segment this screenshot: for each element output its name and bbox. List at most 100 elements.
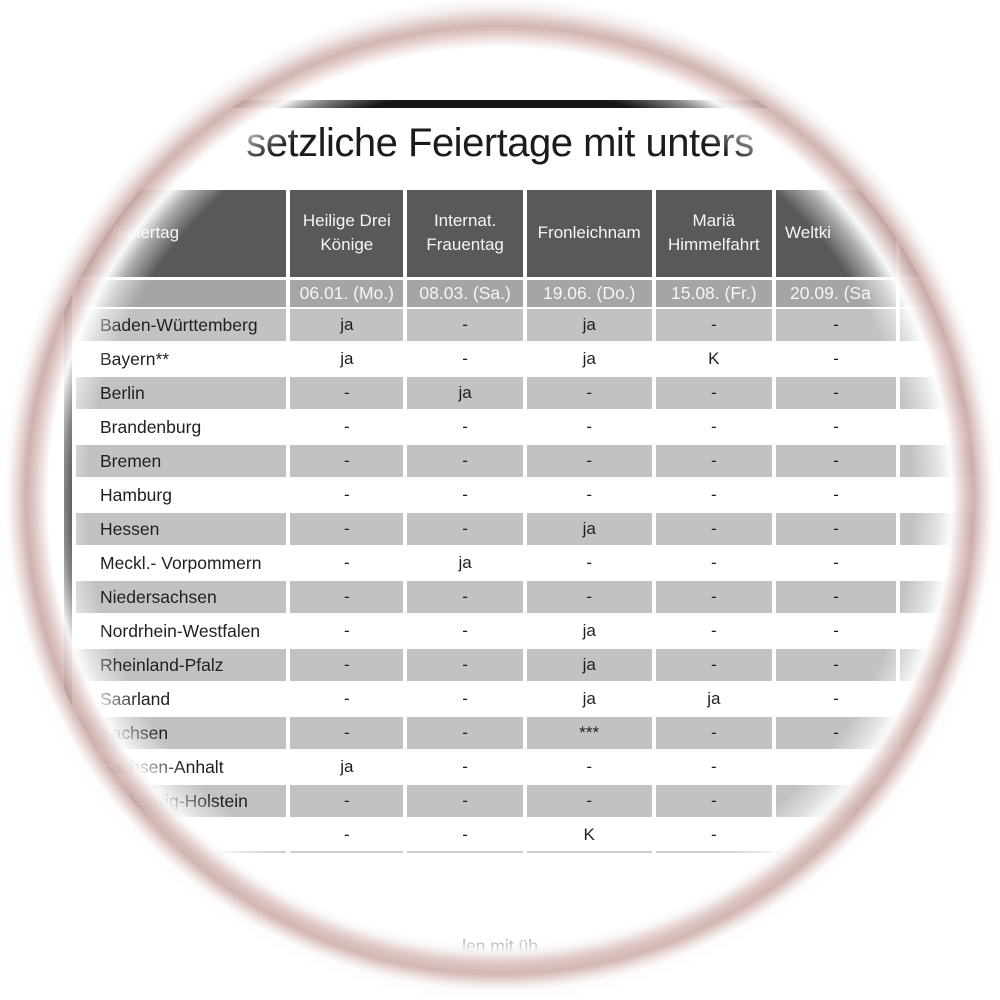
state-cell: Bayern** (76, 341, 289, 376)
value-cell: - (286, 443, 406, 478)
value-cell: - (651, 613, 775, 648)
value-cell: - (403, 409, 525, 444)
value-cell: - (772, 647, 899, 682)
value-cell: - (403, 511, 525, 546)
value-cell: - (403, 477, 525, 512)
value-cell: - (403, 613, 525, 648)
value-cell (896, 681, 975, 716)
value-cell: - (286, 375, 406, 410)
document-top-border (64, 100, 975, 108)
value-cell: - (522, 545, 654, 580)
value-cell: - (403, 307, 525, 342)
value-cell: - (772, 715, 899, 750)
date-row: 06.01. (Mo.) 08.03. (Sa.) 19.06. (Do.) 15.0… (76, 276, 975, 308)
column-header-cell: Fronleichnam (522, 190, 654, 278)
column-header-cell: Internat. Frauentag (403, 190, 525, 278)
value-cell (896, 511, 975, 546)
state-cell: Sachsen (76, 715, 289, 750)
value-cell: - (772, 511, 899, 546)
state-cell: Meckl.- Vorpommern (76, 545, 289, 580)
value-cell (896, 715, 975, 750)
value-cell: - (651, 579, 775, 614)
value-cell (896, 307, 975, 342)
value-cell: - (772, 545, 899, 580)
value-cell: - (403, 783, 525, 818)
value-cell: - (651, 443, 775, 478)
value-cell: - (772, 579, 899, 614)
table-row: --K- (76, 817, 975, 853)
value-cell: - (651, 647, 775, 682)
date-cell: 06.01. (Mo.) (286, 276, 406, 308)
date-corner-cell (76, 276, 289, 308)
date-cell: 15.08. (Fr.) (651, 276, 775, 308)
value-cell: - (286, 477, 406, 512)
value-cell: - (772, 443, 899, 478)
circular-photo: setzliche Feiertage mit unters /Feiertag… (25, 25, 975, 975)
value-cell (896, 579, 975, 614)
value-cell (896, 477, 975, 512)
table-row: Bayern** ja - ja K - (76, 341, 975, 376)
value-cell: - (286, 783, 406, 818)
column-header-cell: Heilige Drei Könige (286, 190, 406, 278)
value-cell: - (286, 817, 406, 853)
date-cell: 08.03. (Sa.) (403, 276, 525, 308)
table-row: Berlin - ja - - - (76, 375, 975, 410)
value-cell: ja (522, 511, 654, 546)
table-row: Hamburg - - - - - (76, 477, 975, 512)
value-cell (896, 375, 975, 410)
value-cell: - (772, 409, 899, 444)
value-cell: - (403, 681, 525, 716)
value-cell: - (651, 749, 775, 784)
state-cell (76, 817, 289, 853)
state-cell: Rheinland-Pfalz (76, 647, 289, 682)
value-cell: - (286, 715, 406, 750)
table-row: Saarland - - ja ja - (76, 681, 975, 716)
date-cell: 19.06. (Do.) (522, 276, 654, 308)
value-cell: - (772, 375, 899, 410)
date-cell: 20.09. (Sa (772, 276, 899, 308)
state-cell: Niedersachsen (76, 579, 289, 614)
value-cell: - (403, 341, 525, 376)
value-cell: - (522, 749, 654, 784)
state-cell: Baden-Württemberg (76, 307, 289, 342)
value-cell: ja (651, 681, 775, 716)
value-cell: - (403, 817, 525, 853)
value-cell: ja (522, 647, 654, 682)
value-cell: - (522, 477, 654, 512)
state-cell: Sachsen-Anhalt (76, 749, 289, 784)
value-cell: - (522, 375, 654, 410)
value-cell: - (286, 681, 406, 716)
value-cell: - (772, 341, 899, 376)
table-row: Rheinland-Pfalz - - ja - - (76, 647, 975, 682)
value-cell: - (522, 443, 654, 478)
header-row: /Feiertag Heilige Drei Könige Internat. Fr… (76, 190, 975, 278)
value-cell: ja (403, 545, 525, 580)
value-cell (896, 409, 975, 444)
value-cell (896, 749, 975, 784)
value-cell: - (403, 443, 525, 478)
value-cell (896, 341, 975, 376)
state-cell: Bremen (76, 443, 289, 478)
state-cell: Nordrhein-Westfalen (76, 613, 289, 648)
value-cell: - (772, 477, 899, 512)
state-cell: Hamburg (76, 477, 289, 512)
value-cell: - (522, 783, 654, 818)
table-row: Sachsen-Anhalt ja - - - (76, 749, 975, 784)
value-cell (772, 817, 899, 853)
table-row: Schleswig-Holstein - - - - (76, 783, 975, 818)
column-header-cell: Mariä Himmelfahrt (651, 190, 775, 278)
state-cell: Berlin (76, 375, 289, 410)
state-cell: Saarland (76, 681, 289, 716)
state-cell: Schleswig-Holstein (76, 783, 289, 818)
value-cell: ja (522, 613, 654, 648)
value-cell: - (286, 545, 406, 580)
value-cell: - (651, 783, 775, 818)
page-title: setzliche Feiertage mit unters (246, 121, 754, 165)
value-cell: - (403, 647, 525, 682)
value-cell: K (522, 817, 654, 853)
value-cell (896, 545, 975, 580)
value-cell: - (772, 307, 899, 342)
value-cell: - (403, 715, 525, 750)
value-cell: - (522, 579, 654, 614)
